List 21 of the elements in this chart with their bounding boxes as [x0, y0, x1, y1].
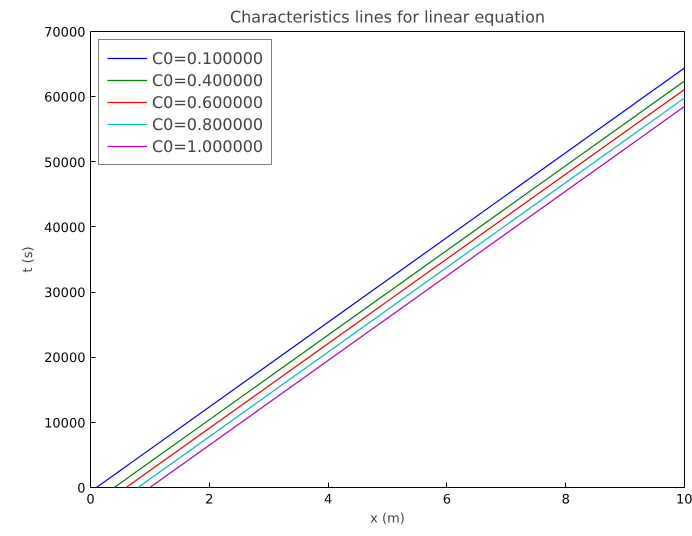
legend-label: C0=0.800000	[152, 114, 264, 134]
y-tick-label: 20000	[44, 351, 86, 366]
legend-label: C0=1.000000	[152, 136, 264, 156]
x-axis-title: x (m)	[370, 512, 405, 526]
x-tick-label: 6	[442, 492, 452, 508]
y-tick-label: 40000	[44, 220, 86, 236]
y-tick-label: 30000	[44, 286, 86, 302]
legend-label: C0=0.100000	[152, 48, 264, 68]
legend-label: C0=0.400000	[152, 70, 264, 90]
y-tick-label: 60000	[44, 90, 86, 106]
y-tick-label: 50000	[44, 156, 86, 171]
y-tick-label: 0	[77, 482, 86, 496]
x-tick-label: 4	[324, 492, 332, 508]
x-tick-label: 8	[562, 492, 570, 508]
x-tick-label: 10	[676, 492, 692, 508]
y-axis-title: t (s)	[21, 246, 36, 273]
chart-title: Characteristics lines for linear equation	[230, 8, 546, 26]
x-tick-label: 2	[205, 492, 214, 508]
y-tick-label: 70000	[44, 26, 86, 40]
legend-label: C0=0.600000	[152, 92, 264, 112]
y-tick-label: 10000	[44, 416, 86, 432]
